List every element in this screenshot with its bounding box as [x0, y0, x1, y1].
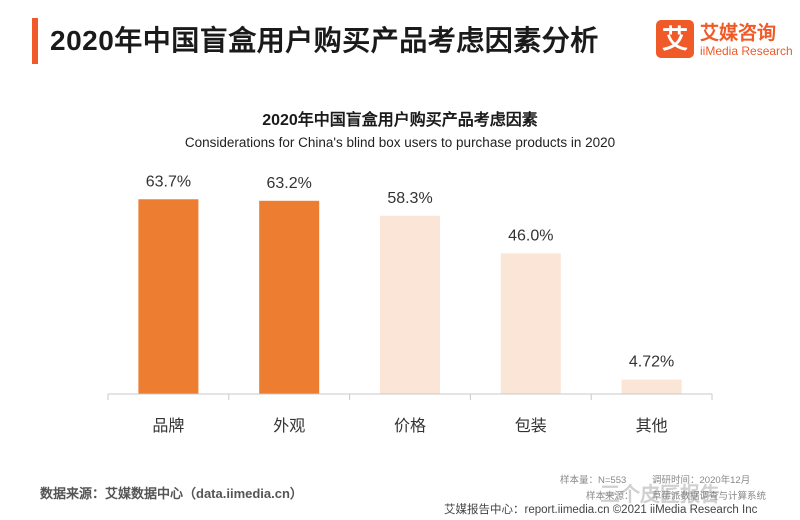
title-accent-bar: [32, 18, 38, 64]
x-tick-label-0: 品牌: [152, 416, 184, 435]
watermark: 三个皮匠报告: [600, 484, 720, 506]
x-tick-label-3: 包装: [515, 416, 547, 435]
chart-subtitle: Considerations for China's blind box use…: [184, 135, 616, 150]
data-label-3: 46.0%: [508, 227, 553, 244]
logo-name-en: iiMedia Research: [700, 44, 793, 58]
bar-3: [500, 253, 561, 394]
bar-0: [138, 199, 199, 394]
bar-1: [259, 200, 320, 394]
bar-2: [380, 215, 440, 394]
data-label-4: 4.72%: [629, 354, 674, 371]
data-label-0: 63.7%: [146, 173, 191, 190]
x-tick-label-4: 其他: [636, 416, 668, 435]
sample-size: 样本量：N=553: [560, 475, 627, 486]
x-tick-label-2: 价格: [394, 416, 426, 435]
data-label-2: 58.3%: [387, 190, 432, 207]
survey-time: 调研时间：2020年12月: [652, 475, 751, 486]
chart-title: 2020年中国盲盒用户购买产品考虑因素: [262, 112, 538, 129]
bar-4: [621, 379, 682, 394]
logo-icon: 艾: [656, 20, 694, 58]
brand-logo: 艾 艾媒咨询 iiMedia Research: [656, 18, 793, 64]
sample-source: 样本来源：: [586, 491, 634, 502]
x-tick-label-1: 外观: [273, 416, 305, 435]
data-source: 数据来源：艾媒数据中心（data.iimedia.cn）: [40, 486, 303, 501]
report-center-footer: 艾媒报告中心：report.iimedia.cn ©2021 iiMedia R…: [444, 504, 758, 516]
page-title: 2020年中国盲盒用户购买产品考虑因素分析: [50, 25, 599, 56]
survey-channel: 草莓派数据调查与计算系统: [652, 491, 767, 502]
data-label-1: 63.2%: [267, 175, 312, 192]
logo-name-cn: 艾媒咨询: [700, 23, 777, 44]
